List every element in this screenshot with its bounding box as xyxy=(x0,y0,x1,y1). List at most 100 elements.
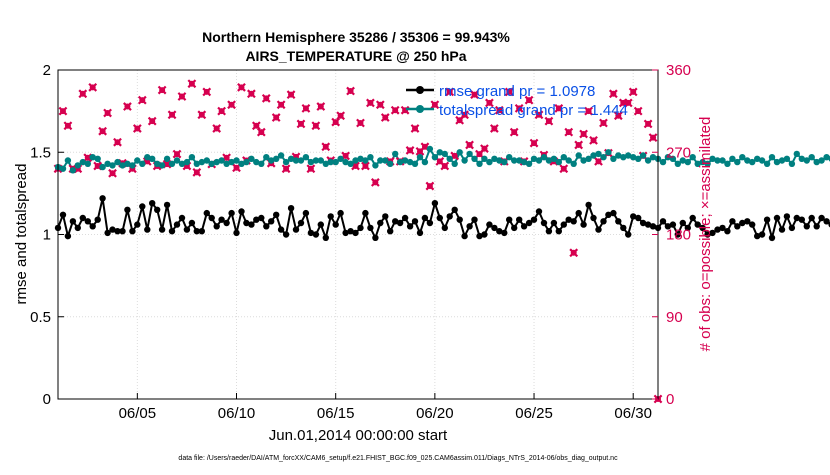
obs-possible-marker xyxy=(94,162,101,169)
series-point-totalspread xyxy=(590,152,597,159)
series-point-totalspread xyxy=(114,158,121,166)
obs-assimilated-marker xyxy=(554,104,564,113)
obs-assimilated-marker xyxy=(261,93,271,103)
obs-assimilated-marker xyxy=(276,100,286,110)
legend-label-spread: totalspread grand pr = 1.444 xyxy=(439,102,628,119)
obs-assimilated-marker xyxy=(172,149,182,159)
series-point-totalspread xyxy=(446,155,453,162)
series-point-totalspread xyxy=(327,158,334,166)
series-point-rmse xyxy=(183,226,191,233)
obs-possible-marker xyxy=(312,122,319,129)
obs-possible-marker xyxy=(595,158,602,165)
legend: rmse grand pr = 1.0978 totalspread grand… xyxy=(406,83,628,119)
obs-assimilated-marker xyxy=(63,121,73,131)
series-point-rmse xyxy=(471,216,478,223)
chart-subtitle: AIRS_TEMPERATURE @ 250 hPa xyxy=(245,48,466,64)
series-point-rmse xyxy=(719,224,726,232)
series-point-rmse xyxy=(139,203,146,210)
obs-possible-marker xyxy=(650,134,657,141)
obs-possible-marker xyxy=(407,147,414,154)
series-point-totalspread xyxy=(421,158,429,166)
obs-possible-marker xyxy=(164,161,171,168)
series-point-totalspread xyxy=(471,155,478,162)
obs-assimilated-marker xyxy=(608,89,618,99)
obs-assimilated-marker xyxy=(58,106,68,116)
series-point-rmse xyxy=(540,219,548,227)
series-point-totalspread xyxy=(798,155,805,162)
obs-possible-marker xyxy=(273,114,280,121)
y2-tick-label: 0 xyxy=(666,391,674,408)
series-point-rmse xyxy=(441,224,448,232)
series-point-rmse xyxy=(109,226,116,233)
series-point-totalspread xyxy=(362,157,369,164)
series-point-totalspread xyxy=(625,152,632,159)
series-point-rmse xyxy=(372,234,379,241)
series-point-rmse xyxy=(793,214,800,222)
obs-assimilated-marker xyxy=(108,168,117,178)
series-point-rmse xyxy=(411,218,419,225)
series-point-rmse xyxy=(144,226,151,233)
series-point-rmse xyxy=(277,226,285,233)
series-point-rmse xyxy=(630,213,637,220)
series-point-rmse xyxy=(416,229,424,237)
y2-tick-label: 360 xyxy=(666,62,691,79)
series-point-rmse xyxy=(590,214,597,222)
obs-assimilated-marker xyxy=(544,116,554,126)
obs-possible-marker xyxy=(134,125,141,132)
series-point-totalspread xyxy=(734,158,741,166)
legend-marker-rmse xyxy=(416,86,424,94)
obs-possible-marker xyxy=(382,114,389,121)
series-point-totalspread xyxy=(396,158,404,166)
obs-possible-marker xyxy=(486,99,493,106)
series-point-rmse xyxy=(704,231,711,238)
obs-possible-marker xyxy=(570,249,577,256)
obs-assimilated-marker xyxy=(321,142,331,152)
series-point-totalspread xyxy=(575,152,582,159)
series-point-rmse xyxy=(74,224,82,232)
series-point-totalspread xyxy=(813,158,820,166)
series-point-rmse xyxy=(486,221,493,228)
series-point-rmse xyxy=(615,218,622,225)
series-point-rmse xyxy=(327,213,334,220)
series-point-totalspread xyxy=(535,157,543,164)
obs-assimilated-marker xyxy=(509,127,519,137)
series-point-totalspread xyxy=(124,160,131,167)
series-point-totalspread xyxy=(818,157,825,164)
series-point-rmse xyxy=(451,206,458,213)
series-point-totalspread xyxy=(699,158,706,166)
series-point-totalspread xyxy=(89,154,96,161)
series-point-totalspread xyxy=(139,160,146,167)
series-point-rmse xyxy=(739,219,746,227)
x-axis-label: Jun.01,2014 00:00:00 start xyxy=(269,427,448,444)
series-point-totalspread xyxy=(406,158,414,166)
obs-possible-marker xyxy=(203,88,210,95)
series-point-totalspread xyxy=(322,160,329,167)
x-tick-label: 06/15 xyxy=(317,405,355,422)
obs-possible-marker xyxy=(645,120,652,127)
obs-possible-marker xyxy=(79,90,86,97)
series-point-totalspread xyxy=(178,160,186,167)
obs-assimilated-marker xyxy=(643,119,653,129)
obs-assimilated-marker xyxy=(485,98,494,108)
obs-possible-marker xyxy=(535,111,542,118)
obs-possible-marker xyxy=(248,90,255,97)
series-point-rmse xyxy=(362,209,369,217)
series-point-rmse xyxy=(208,214,215,222)
series-point-rmse xyxy=(808,214,815,222)
series-point-rmse xyxy=(104,229,111,237)
series-point-rmse xyxy=(377,219,384,227)
series-point-totalspread xyxy=(560,154,567,161)
obs-assimilated-marker xyxy=(227,100,236,110)
obs-possible-marker xyxy=(526,97,533,104)
series-point-totalspread xyxy=(64,157,72,164)
series-point-rmse xyxy=(823,218,830,225)
series-point-rmse xyxy=(302,209,310,217)
series-point-totalspread xyxy=(312,157,320,164)
obs-assimilated-marker xyxy=(514,104,524,113)
obs-possible-marker xyxy=(89,84,96,91)
obs-possible-marker xyxy=(575,141,582,148)
series-point-rmse xyxy=(506,216,513,223)
obs-possible-marker xyxy=(64,122,71,129)
series-point-totalspread xyxy=(243,158,250,166)
